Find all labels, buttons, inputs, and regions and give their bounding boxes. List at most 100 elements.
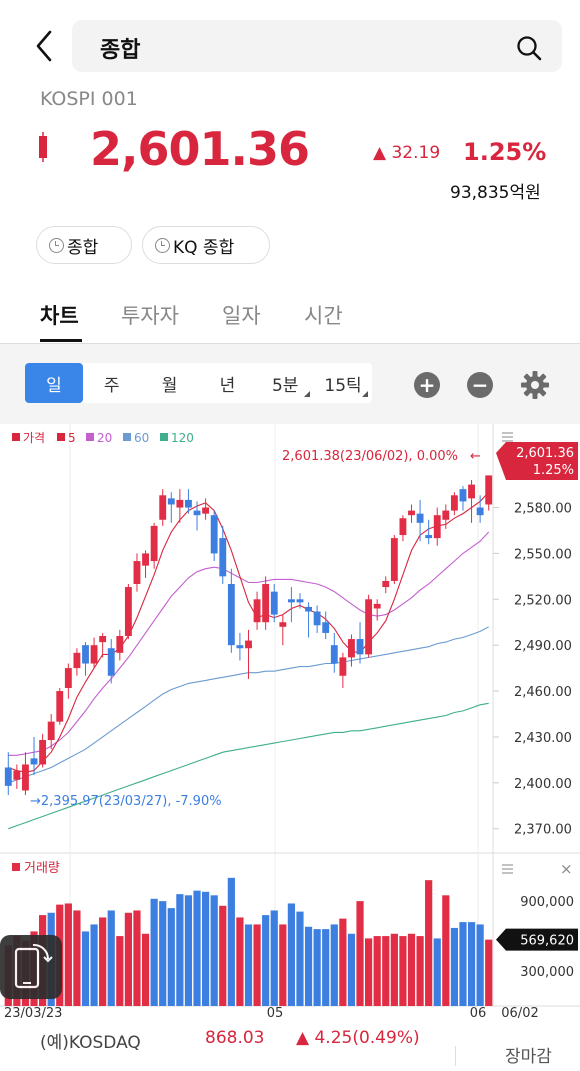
bottom-ticker-value: 868.03	[205, 1028, 265, 1048]
back-button[interactable]	[30, 28, 60, 64]
candle	[450, 495, 458, 511]
price-change: ▲ 32.19	[373, 143, 441, 163]
trade-amount: 93,835억원	[450, 183, 541, 203]
volume-bar	[442, 895, 450, 1006]
candle	[442, 510, 450, 520]
candle	[245, 640, 252, 649]
period-year[interactable]: 년	[198, 363, 256, 403]
settings-button[interactable]	[520, 370, 550, 400]
candle	[150, 525, 158, 562]
tab-daily[interactable]: 일자	[222, 304, 261, 328]
volume-tick-label: 900,000	[520, 895, 574, 910]
period-label: 주	[103, 375, 120, 396]
candle	[56, 691, 64, 722]
candle	[210, 515, 218, 554]
zoom-out-button[interactable]: −	[467, 372, 493, 398]
y-tick-label: 2,580.00	[514, 502, 572, 517]
low-annotation: →2,395.97(23/03/27), -7.90%	[30, 794, 222, 809]
dropdown-triangle-icon	[361, 391, 368, 397]
high-arrow-icon: ←	[470, 449, 481, 464]
candle	[476, 507, 484, 516]
tab-time[interactable]: 시간	[304, 304, 343, 328]
candle	[47, 721, 55, 740]
candle	[30, 758, 38, 765]
candle	[416, 513, 424, 523]
volume-bar	[356, 901, 364, 1006]
rotate-phone-icon	[14, 943, 53, 989]
current-price: 2,601.36	[90, 122, 310, 176]
current-volume-tag	[496, 928, 578, 951]
candle	[116, 636, 124, 653]
rotate-screen-button[interactable]	[0, 935, 62, 999]
x-tick-label: 06	[470, 1006, 487, 1020]
search-bar[interactable]	[72, 20, 562, 72]
y-tick-label: 2,400.00	[514, 777, 572, 792]
candle	[142, 553, 149, 566]
volume-bar	[304, 926, 313, 1006]
gear-icon	[521, 371, 549, 399]
volume-bar	[90, 924, 98, 1006]
period-label: 15틱	[324, 375, 362, 396]
period-label: 년	[219, 375, 236, 396]
x-tick-label: 06/02	[501, 1006, 538, 1020]
period-day[interactable]: 일	[25, 363, 83, 403]
volume-bar	[459, 922, 467, 1006]
candle	[330, 645, 338, 664]
divider	[455, 1046, 456, 1066]
y-tick-label: 2,370.00	[514, 823, 572, 838]
tab-chart[interactable]: 차트	[40, 304, 79, 328]
bottom-ticker-bar[interactable]	[0, 1020, 580, 1071]
candle	[485, 475, 493, 505]
period-15tick[interactable]: 15틱	[314, 363, 372, 403]
legend-swatch	[86, 433, 94, 441]
volume-bar	[244, 924, 253, 1006]
volume-bar	[116, 936, 124, 1006]
chip-kospi-composite[interactable]: 종합	[36, 226, 132, 264]
current-price-label: 2,601.36	[516, 446, 574, 461]
volume-bar	[287, 903, 295, 1006]
chip-kq-composite[interactable]: KQ 종합	[142, 226, 270, 264]
volume-bar	[107, 910, 115, 1006]
candle	[296, 599, 304, 603]
volume-bar	[253, 924, 261, 1006]
tab-investor[interactable]: 투자자	[121, 304, 179, 328]
volume-bar	[313, 929, 321, 1006]
candle	[176, 499, 184, 508]
candle	[399, 518, 407, 536]
candle	[22, 764, 29, 791]
volume-bar	[339, 918, 347, 1006]
period-week[interactable]: 주	[83, 363, 141, 403]
period-5min[interactable]: 5분	[256, 363, 314, 403]
clock-icon	[49, 237, 64, 253]
bottom-ticker-change: ▲ 4.25(0.49%)	[296, 1028, 420, 1048]
legend-swatch	[12, 433, 20, 441]
candle	[270, 591, 278, 615]
search-icon[interactable]	[515, 34, 543, 62]
y-tick-label: 2,490.00	[514, 639, 572, 654]
candle	[279, 622, 287, 627]
x-tick-label: 23/03/23	[4, 1006, 62, 1020]
mini-candle-icon	[38, 132, 48, 162]
search-query: 종합	[100, 38, 141, 63]
volume-bar	[210, 895, 218, 1006]
volume-bar	[330, 924, 338, 1006]
divider	[0, 343, 580, 344]
candle	[382, 580, 390, 588]
volume-bar	[279, 924, 287, 1006]
candle	[408, 510, 415, 516]
y-tick-label: 2,430.00	[514, 731, 572, 746]
period-month[interactable]: 월	[141, 363, 199, 403]
zoom-in-button[interactable]: +	[414, 372, 440, 398]
volume-bar	[227, 877, 235, 1006]
candle	[99, 636, 107, 643]
x-tick-label: 05	[267, 1006, 284, 1020]
volume-bar	[485, 939, 493, 1006]
price-chart[interactable]: 가격 5 20 60 120 2,580.00 2,550.00 2,520.00 2,490.…	[0, 424, 580, 1020]
volume-bar	[450, 927, 458, 1006]
candle	[39, 740, 47, 765]
candle	[236, 645, 244, 649]
candle	[4, 767, 12, 786]
candle	[459, 489, 467, 502]
volume-title: 거래량	[24, 861, 60, 876]
volume-bar	[73, 910, 81, 1006]
